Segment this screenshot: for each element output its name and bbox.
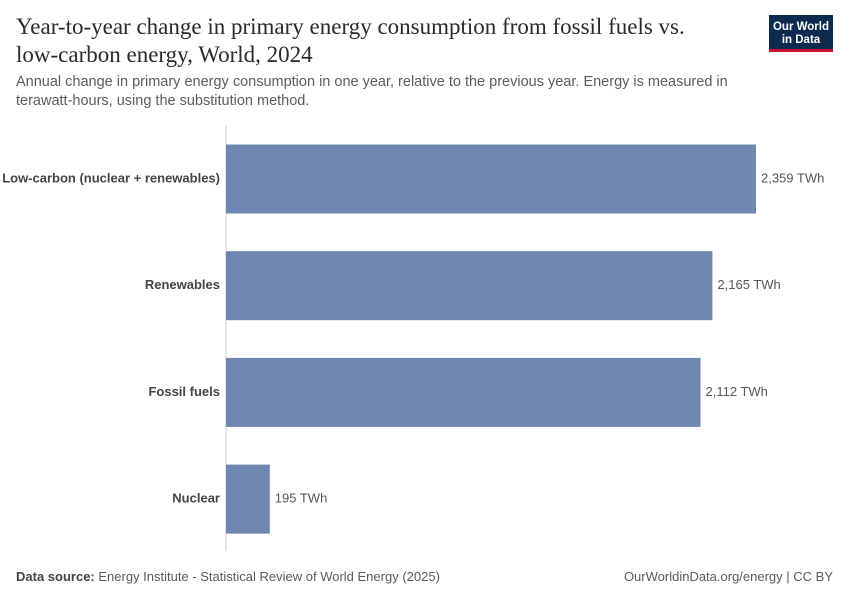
license[interactable]: OurWorldinData.org/energy | CC BY bbox=[623, 569, 833, 584]
logo-line: in Data bbox=[781, 34, 821, 46]
bar bbox=[226, 144, 756, 214]
source: Energy Institute - Statistical Review of… bbox=[98, 569, 440, 584]
category-label: Fossil fuels bbox=[148, 384, 220, 399]
chart-subtitle: Annual change in primary energy consumpt… bbox=[16, 74, 728, 109]
bar bbox=[226, 251, 713, 321]
footer: Data source: Energy Institute - Statisti… bbox=[16, 569, 833, 584]
source-label: Data source: bbox=[16, 569, 95, 584]
category-label: Nuclear bbox=[172, 491, 220, 506]
bar bbox=[226, 464, 270, 534]
category-label: Renewables bbox=[145, 277, 220, 292]
logo-line: Our World bbox=[772, 21, 829, 33]
value-label: 2,165 TWh bbox=[717, 277, 780, 292]
category-label: Low-carbon (nuclear + renewables) bbox=[2, 170, 220, 185]
value-label: 2,359 TWh bbox=[761, 170, 824, 185]
chart: Low-carbon (nuclear + renewables) 2,359 T… bbox=[2, 125, 824, 551]
value-label: 195 TWh bbox=[275, 491, 328, 506]
chart-title: Year-to-year change in primary energy co… bbox=[16, 14, 685, 67]
value-label: 2,112 TWh bbox=[706, 384, 768, 399]
logo[interactable]: Our World in Data bbox=[769, 15, 833, 52]
bar bbox=[226, 357, 701, 427]
